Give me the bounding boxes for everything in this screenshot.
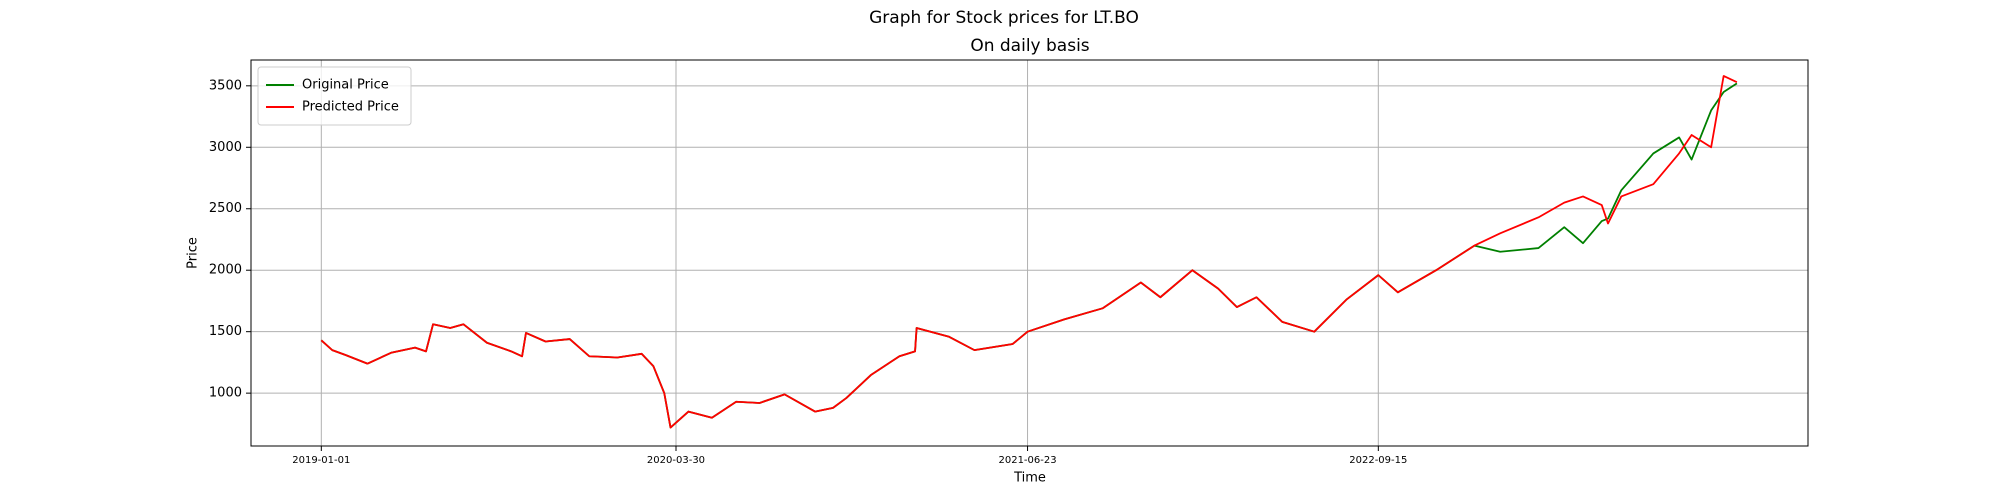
y-axis-label: Price bbox=[186, 237, 201, 269]
price-line bbox=[320, 75, 1738, 429]
chart-subtitle: On daily basis bbox=[970, 36, 1089, 56]
y-tick-label: 1500 bbox=[209, 324, 242, 339]
x-axis-label: Time bbox=[1013, 471, 1046, 486]
legend-label: Original Price bbox=[302, 78, 389, 93]
y-tick-label: 1000 bbox=[209, 386, 242, 401]
x-tick-label: 2021-06-23 bbox=[998, 455, 1056, 466]
price-line bbox=[320, 82, 1738, 429]
y-tick-label: 3000 bbox=[209, 140, 242, 155]
x-tick-label: 2022-09-15 bbox=[1349, 455, 1407, 466]
x-tick-label: 2019-01-01 bbox=[292, 455, 350, 466]
legend-label: Predicted Price bbox=[302, 100, 399, 115]
legend-box bbox=[257, 66, 412, 126]
x-tick-label: 2020-03-30 bbox=[647, 455, 705, 466]
y-tick-label: 3500 bbox=[209, 78, 242, 93]
y-tick-label: 2500 bbox=[209, 201, 242, 216]
chart-title: Graph for Stock prices for LT.BO bbox=[869, 8, 1139, 28]
axes-frame bbox=[250, 59, 1809, 447]
legend: Original Price Predicted Price bbox=[257, 66, 412, 126]
y-tick-label: 2000 bbox=[209, 263, 242, 278]
